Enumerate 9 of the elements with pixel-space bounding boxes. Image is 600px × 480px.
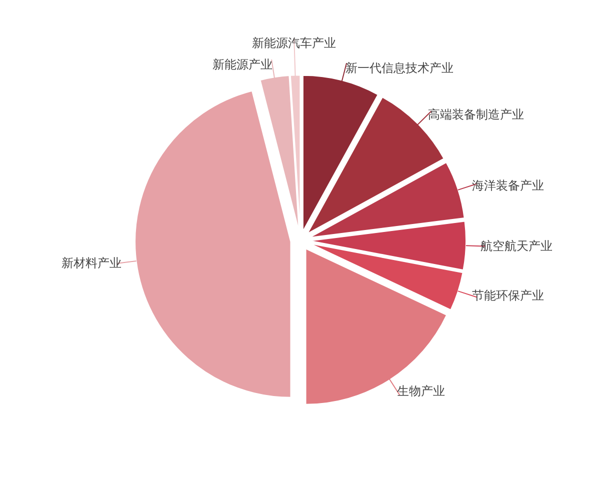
slice-label: 航空航天产业 xyxy=(480,239,553,254)
slice-label: 高端装备制造产业 xyxy=(428,107,524,122)
slice-label: 生物产业 xyxy=(397,384,446,398)
slice-label: 新材料产业 xyxy=(62,256,122,270)
slice-label: 新能源汽车产业 xyxy=(252,36,336,50)
slice-label: 节能环保产业 xyxy=(472,288,544,303)
slice-label: 新一代信息技术产业 xyxy=(345,60,454,75)
slice-label: 海洋装备产业 xyxy=(472,178,544,192)
slice-label: 新能源产业 xyxy=(212,57,272,72)
